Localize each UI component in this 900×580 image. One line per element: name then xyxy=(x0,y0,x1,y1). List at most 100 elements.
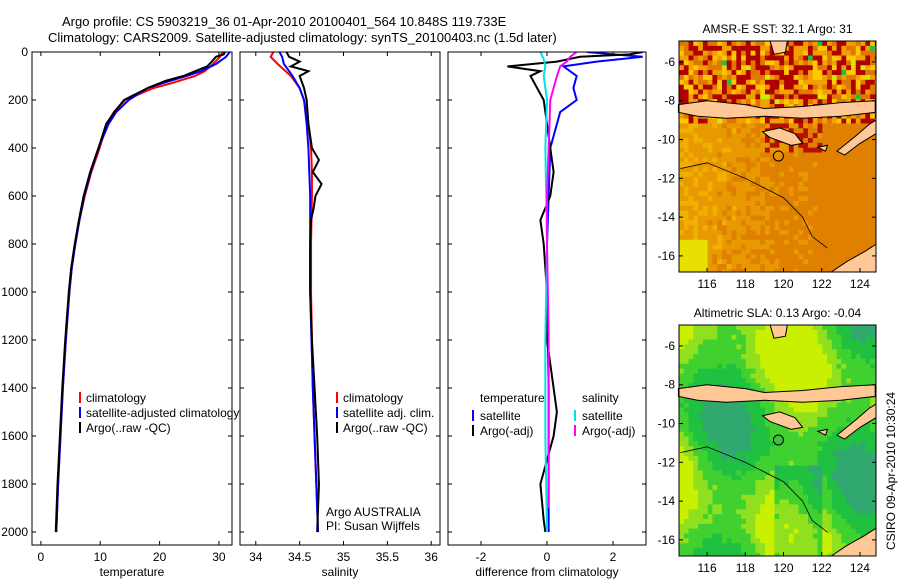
map-cell xyxy=(693,152,699,158)
map-cell xyxy=(726,89,733,95)
map-cell xyxy=(812,133,819,139)
map-cell xyxy=(755,354,761,360)
map-cell xyxy=(822,533,828,539)
map-cell xyxy=(850,171,857,178)
map-cell xyxy=(846,128,852,134)
map-cell xyxy=(817,147,823,154)
map-cell xyxy=(846,349,852,355)
map-cell xyxy=(736,334,742,341)
map-cell xyxy=(855,455,862,462)
map-cell xyxy=(736,45,742,52)
map-cell xyxy=(793,504,799,510)
map-cell xyxy=(726,220,733,226)
map-cell xyxy=(755,244,761,251)
map-cell xyxy=(760,455,766,462)
map-cell xyxy=(784,485,790,491)
map-cell xyxy=(793,431,799,438)
map-cell xyxy=(769,176,776,183)
map-cell xyxy=(803,446,809,452)
map-cell xyxy=(750,181,756,187)
map-cell xyxy=(683,123,690,129)
map-cell xyxy=(865,363,871,370)
map-cell xyxy=(760,79,766,86)
map-cell xyxy=(760,431,766,438)
map-cell xyxy=(693,344,699,350)
map-cell xyxy=(707,186,713,192)
map-cell xyxy=(707,412,713,418)
map-cell xyxy=(745,181,752,187)
map-cell xyxy=(760,176,766,183)
map-cell xyxy=(850,70,857,76)
map-cell xyxy=(698,264,704,270)
map-cell xyxy=(774,533,780,539)
map-cell xyxy=(721,186,728,192)
map-cell xyxy=(846,215,852,221)
map-cell xyxy=(831,470,838,476)
map-cell xyxy=(712,201,718,207)
map-cell xyxy=(788,480,795,486)
map-cell xyxy=(865,162,871,168)
map-cell xyxy=(831,176,838,183)
map-cell xyxy=(750,244,756,251)
map-cell xyxy=(846,402,852,408)
map-cell xyxy=(750,191,756,197)
map-cell xyxy=(760,407,766,413)
map-cell xyxy=(712,489,718,496)
lat-tick-label: -6 xyxy=(664,339,675,353)
map-cell xyxy=(827,41,833,47)
map-cell xyxy=(755,45,761,52)
map-cell xyxy=(726,133,733,139)
map-cell xyxy=(741,181,747,187)
map-cell xyxy=(755,94,761,100)
map-cell xyxy=(855,489,862,496)
map-cell xyxy=(760,210,766,217)
map-cell xyxy=(693,358,699,365)
series-line-salinity-argo-adj- xyxy=(546,52,578,509)
map-cell xyxy=(683,142,690,149)
map-cell xyxy=(736,533,742,539)
map-cell xyxy=(731,383,737,389)
map-cell xyxy=(679,167,685,173)
map-cell xyxy=(679,475,685,481)
map-cell xyxy=(870,171,876,178)
map-cell xyxy=(850,334,857,341)
map-cell xyxy=(803,157,809,163)
map-cell xyxy=(846,191,852,197)
map-cell xyxy=(698,378,704,384)
map-cell xyxy=(870,84,876,90)
map-cell xyxy=(841,45,847,52)
map-cell xyxy=(836,205,842,212)
map-cell xyxy=(860,234,866,241)
map-cell xyxy=(760,70,766,76)
map-cell xyxy=(788,431,795,438)
map-cell xyxy=(779,201,785,207)
map-cell xyxy=(717,55,723,61)
map-cell xyxy=(855,239,862,246)
map-cell xyxy=(817,446,823,452)
title-line-1: Argo profile: CS 5903219_36 01-Apr-2010 … xyxy=(62,14,507,29)
map-cell xyxy=(764,234,771,241)
map-cell xyxy=(836,142,842,149)
map-cell xyxy=(860,123,866,129)
map-cell xyxy=(769,349,776,355)
map-cell xyxy=(683,133,690,139)
map-cell xyxy=(774,354,780,360)
map-cell xyxy=(860,431,866,438)
map-cell xyxy=(741,552,747,557)
map-cell xyxy=(769,451,776,457)
map-cell xyxy=(812,363,819,370)
map-cell xyxy=(760,225,766,231)
map-cell xyxy=(764,543,771,549)
map-cell xyxy=(803,455,809,462)
map-cell xyxy=(760,147,766,154)
map-cell xyxy=(807,441,814,447)
map-cell xyxy=(798,181,804,187)
map-cell xyxy=(846,528,852,535)
map-cell xyxy=(803,494,809,501)
map-cell xyxy=(803,254,809,260)
map-cell xyxy=(736,475,742,481)
map-cell xyxy=(798,133,804,139)
map-cell xyxy=(745,465,752,471)
map-cell xyxy=(784,162,790,168)
map-cell xyxy=(817,421,823,428)
